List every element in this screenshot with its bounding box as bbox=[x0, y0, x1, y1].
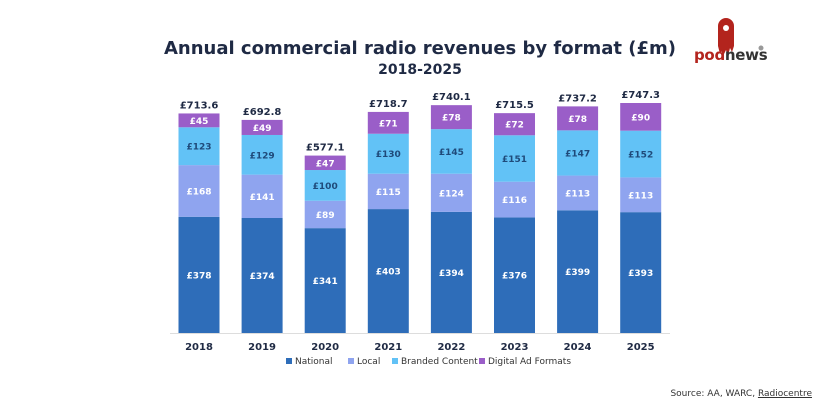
bar-segment bbox=[557, 175, 599, 211]
data-label: £113 bbox=[565, 189, 590, 199]
data-label: £341 bbox=[313, 277, 338, 287]
bar-segment bbox=[557, 130, 599, 176]
data-label: £376 bbox=[502, 272, 527, 282]
bar-segment bbox=[494, 181, 535, 218]
bar-segment bbox=[620, 212, 662, 333]
legend-swatch bbox=[348, 358, 354, 364]
data-label: £393 bbox=[628, 269, 653, 279]
data-label: £378 bbox=[186, 271, 211, 281]
data-label: £123 bbox=[186, 143, 211, 153]
bar-segment bbox=[241, 134, 283, 175]
bar-segment bbox=[494, 217, 535, 333]
bar-segment bbox=[430, 105, 472, 130]
data-label: £113 bbox=[628, 191, 653, 201]
data-label: £45 bbox=[190, 117, 209, 127]
data-label: £89 bbox=[316, 211, 335, 221]
bar-segment bbox=[494, 135, 535, 182]
bar-segment bbox=[304, 170, 346, 201]
source-note: Source: AA, WARC, Radiocentre bbox=[670, 389, 812, 399]
bar-segment bbox=[430, 129, 472, 174]
bar-segment bbox=[241, 119, 283, 135]
logo-text: podnews bbox=[694, 46, 768, 64]
x-tick-label: 2019 bbox=[248, 342, 276, 353]
chart-title: Annual commercial radio revenues by form… bbox=[163, 38, 677, 59]
bar-segment bbox=[367, 133, 409, 174]
data-label: £100 bbox=[313, 182, 338, 192]
data-label: £90 bbox=[631, 113, 650, 123]
bar-segment bbox=[557, 106, 599, 131]
data-label: £152 bbox=[628, 151, 653, 161]
data-label: £141 bbox=[250, 193, 275, 203]
legend-swatch bbox=[392, 358, 398, 364]
data-label: £403 bbox=[376, 268, 401, 278]
data-label: £49 bbox=[253, 124, 272, 134]
bar-segment bbox=[620, 177, 662, 213]
legend-swatch bbox=[479, 358, 485, 364]
bar-segment bbox=[178, 127, 220, 166]
bar-segment bbox=[430, 211, 472, 333]
bar-segment bbox=[367, 111, 409, 134]
total-label: £747.3 bbox=[621, 90, 660, 101]
data-label: £130 bbox=[376, 150, 401, 160]
data-label: £124 bbox=[439, 189, 464, 199]
bar-segment bbox=[430, 173, 472, 212]
bar-segment bbox=[304, 200, 346, 229]
bar-segment bbox=[178, 113, 220, 128]
legend-label: Digital Ad Formats bbox=[488, 357, 571, 367]
data-label: £116 bbox=[502, 196, 527, 206]
source-link[interactable]: Radiocentre bbox=[757, 389, 812, 399]
total-label: £715.5 bbox=[495, 100, 534, 111]
data-label: £71 bbox=[379, 119, 398, 129]
data-label: £151 bbox=[502, 155, 527, 165]
data-label: £115 bbox=[376, 188, 401, 198]
bar-segment bbox=[241, 218, 283, 333]
legend-swatch bbox=[286, 358, 292, 364]
legend-label: National bbox=[295, 357, 333, 367]
total-label: £718.7 bbox=[369, 99, 408, 110]
x-tick-label: 2025 bbox=[627, 342, 655, 353]
bar-segment bbox=[620, 103, 662, 131]
bar-segment bbox=[494, 113, 535, 136]
bar-segment bbox=[557, 210, 599, 333]
data-label: £147 bbox=[565, 149, 590, 159]
total-label: £713.6 bbox=[180, 100, 219, 111]
legend-label: Branded Content bbox=[401, 357, 478, 367]
bar-segment bbox=[304, 155, 346, 171]
data-label: £168 bbox=[186, 187, 211, 197]
bar-segment bbox=[241, 174, 283, 218]
data-label: £374 bbox=[250, 272, 275, 282]
bar-segment bbox=[367, 173, 409, 210]
total-label: £740.1 bbox=[432, 92, 471, 103]
data-label: £129 bbox=[250, 151, 275, 161]
x-tick-label: 2021 bbox=[374, 342, 402, 353]
x-tick-label: 2023 bbox=[501, 342, 529, 353]
data-label: £78 bbox=[442, 114, 461, 124]
bar-segment bbox=[367, 209, 409, 333]
x-tick-label: 2020 bbox=[311, 342, 339, 353]
data-label: £78 bbox=[568, 115, 587, 125]
bar-segment bbox=[178, 165, 220, 217]
x-tick-label: 2022 bbox=[437, 342, 465, 353]
data-label: £72 bbox=[505, 121, 524, 131]
podnews-logo[interactable]: podnews bbox=[694, 18, 768, 66]
total-label: £692.8 bbox=[243, 107, 282, 118]
data-label: £399 bbox=[565, 268, 590, 278]
bar-segment bbox=[620, 130, 662, 178]
data-label: £145 bbox=[439, 148, 464, 158]
chart-subtitle: 2018-2025 bbox=[378, 62, 462, 78]
x-tick-label: 2018 bbox=[185, 342, 213, 353]
bar-segment bbox=[304, 228, 346, 333]
total-label: £737.2 bbox=[558, 93, 597, 104]
total-label: £577.1 bbox=[306, 143, 345, 154]
legend-label: Local bbox=[357, 357, 380, 367]
data-label: £394 bbox=[439, 269, 464, 279]
data-label: £47 bbox=[316, 159, 335, 169]
x-tick-label: 2024 bbox=[564, 342, 592, 353]
bar-segment bbox=[178, 216, 220, 333]
logo-mic-icon bbox=[718, 18, 764, 56]
